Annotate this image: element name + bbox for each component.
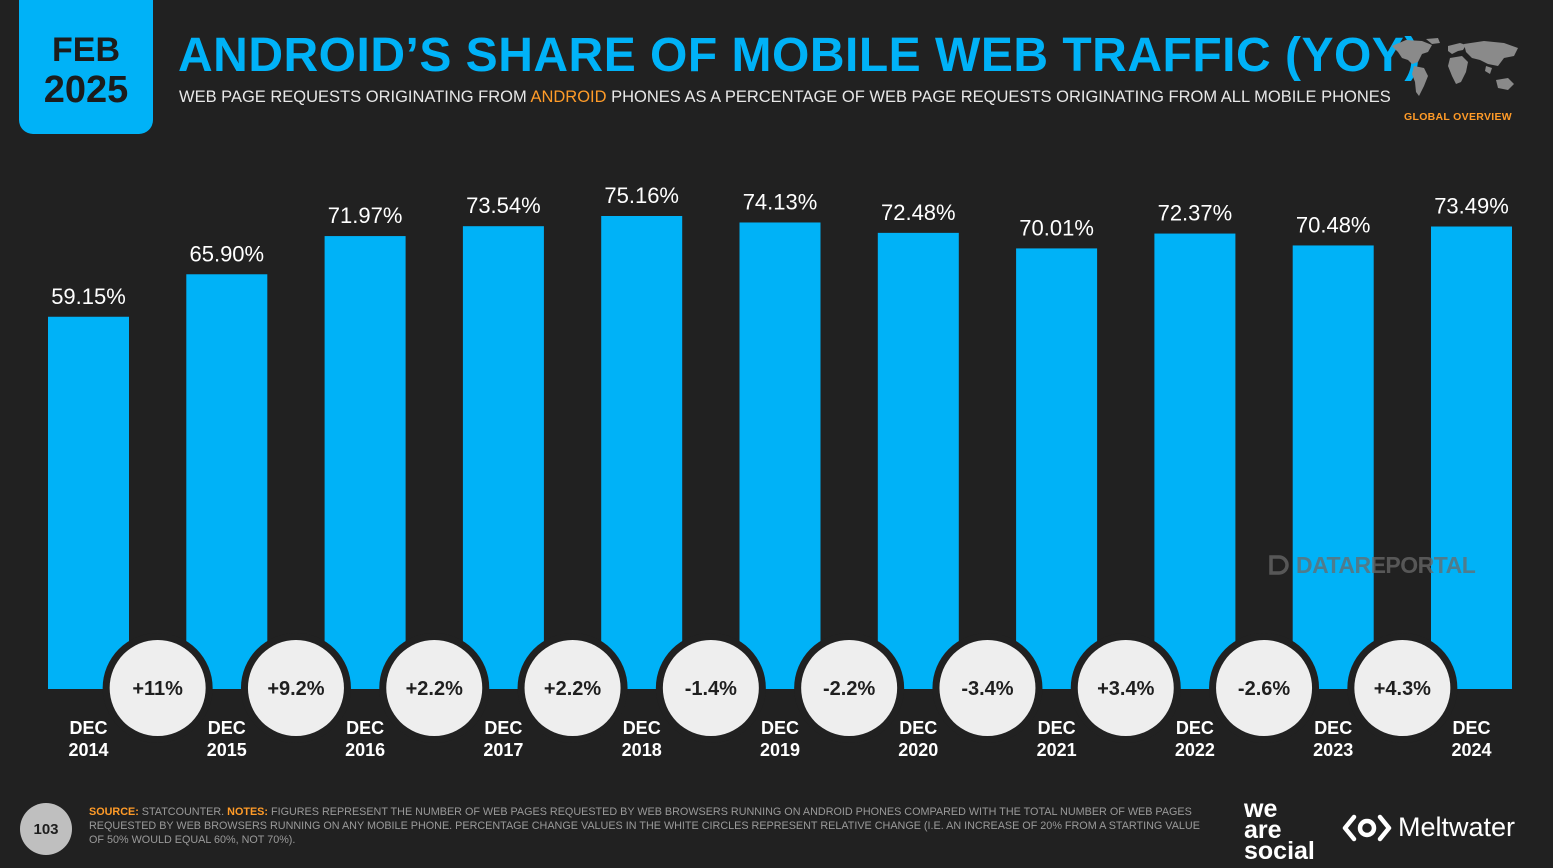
x-label-month-3: DEC [484,718,522,738]
change-label-2: +2.2% [406,678,463,700]
bar-9 [1292,245,1374,689]
footnote: SOURCE: STATCOUNTER. NOTES: FIGURES REPR… [89,805,1217,847]
bar-3 [462,226,544,689]
x-label-year-3: 2017 [483,740,523,760]
bar-1 [186,274,268,689]
value-label-5: 74.13% [743,189,818,214]
x-label-month-8: DEC [1176,718,1214,738]
x-label-month-1: DEC [208,718,246,738]
change-circle-3 [524,640,621,736]
subtitle-pre: WEB PAGE REQUESTS ORIGINATING FROM [179,88,531,106]
x-label-month-7: DEC [1038,718,1076,738]
change-label-5: -2.2% [823,678,875,700]
bar-4 [601,216,683,689]
value-label-6: 72.48% [881,200,956,225]
x-label-month-9: DEC [1314,718,1352,738]
brand-line-3: social [1244,837,1315,865]
change-circle-5 [801,640,898,736]
bar-10 [1431,226,1512,690]
x-label-year-5: 2019 [760,740,800,760]
change-label-1: +9.2% [267,678,324,700]
x-label-month-2: DEC [346,718,384,738]
world-map-icon [1392,38,1518,96]
subtitle-post: PHONES AS A PERCENTAGE OF WEB PAGE REQUE… [606,88,1391,106]
change-label-8: -2.6% [1238,678,1290,700]
x-labels-group: DEC2014DEC2015DEC2016DEC2017DEC2018DEC20… [68,718,1491,760]
x-label-month-10: DEC [1452,718,1490,738]
change-circle-7 [1077,640,1174,736]
x-label-year-10: 2024 [1451,740,1491,760]
change-label-3: +2.2% [544,678,601,700]
date-year: 2025 [43,69,129,111]
brand-line-2: are [1244,816,1282,844]
value-label-2: 71.97% [328,203,403,228]
datareportal-logo-icon [1269,555,1289,575]
x-label-year-7: 2021 [1037,740,1077,760]
meltwater-logo-icon [1342,814,1392,841]
notes-label: NOTES: [227,806,268,818]
we-are-social-logo: we are social [1244,795,1334,865]
source-label: SOURCE: [89,806,139,818]
x-label-year-9: 2023 [1313,740,1353,760]
value-label-10: 73.49% [1434,194,1509,219]
change-circle-9 [1354,640,1451,736]
watermark-text: DATAREPORTAL [1296,552,1476,578]
value-label-9: 70.48% [1296,212,1371,237]
date-badge: FEB 2025 [19,0,153,134]
change-label-4: -1.4% [685,678,737,700]
change-circle-0 [109,640,206,736]
change-label-7: +3.4% [1097,678,1154,700]
source-text: STATCOUNTER. [138,806,228,818]
x-label-year-0: 2014 [68,740,108,760]
bar-5 [739,222,821,689]
x-label-month-6: DEC [899,718,937,738]
change-circle-6 [939,640,1036,736]
date-month: FEB [52,31,120,69]
change-label-9: +4.3% [1374,678,1431,700]
bar-6 [877,232,959,689]
value-label-8: 72.37% [1158,201,1233,226]
brand-line-1: we [1244,795,1278,823]
bar-8 [1154,233,1236,689]
bar-0 [48,316,129,689]
x-label-year-1: 2015 [207,740,247,760]
value-label-4: 75.16% [604,183,679,208]
region-label: GLOBAL OVERVIEW [1404,111,1512,123]
change-circle-8 [1216,640,1313,736]
x-label-year-4: 2018 [622,740,662,760]
datareportal-watermark: DATAREPORTAL [1268,552,1476,579]
x-label-month-5: DEC [761,718,799,738]
x-label-year-2: 2016 [345,740,385,760]
page-title: ANDROID’S SHARE OF MOBILE WEB TRAFFIC (Y… [178,29,1421,82]
bar-7 [1016,248,1098,689]
value-label-1: 65.90% [189,241,264,266]
change-label-0: +11% [132,678,183,700]
subtitle-highlight: ANDROID [530,88,607,106]
page-subtitle: WEB PAGE REQUESTS ORIGINATING FROM ANDRO… [179,88,1391,107]
x-label-year-6: 2020 [898,740,938,760]
change-circles-group: +11% +9.2% +2.2% +2.2% -1.4% -2.2% -3.4% +3.4% -… [102,633,1458,743]
value-label-7: 70.01% [1019,215,1094,240]
bar-2 [324,236,406,689]
page-number: 103 [20,803,72,855]
x-label-month-0: DEC [69,718,107,738]
meltwater-text: Meltwater [1398,812,1516,842]
meltwater-logo: Meltwater [1342,812,1515,843]
notes-text: FIGURES REPRESENT THE NUMBER OF WEB PAGE… [89,806,1200,846]
change-label-6: -3.4% [961,678,1013,700]
change-circle-2 [386,640,483,736]
value-labels-group: 59.15% 65.90% 71.97% 73.54% 75.16% 74.13% 72.4… [51,183,1509,309]
bars-group [48,216,1512,690]
change-circle-4 [662,640,759,736]
x-label-month-4: DEC [623,718,661,738]
value-label-0: 59.15% [51,284,126,309]
x-label-year-8: 2022 [1175,740,1215,760]
value-label-3: 73.54% [466,193,541,218]
change-circle-1 [247,640,344,736]
